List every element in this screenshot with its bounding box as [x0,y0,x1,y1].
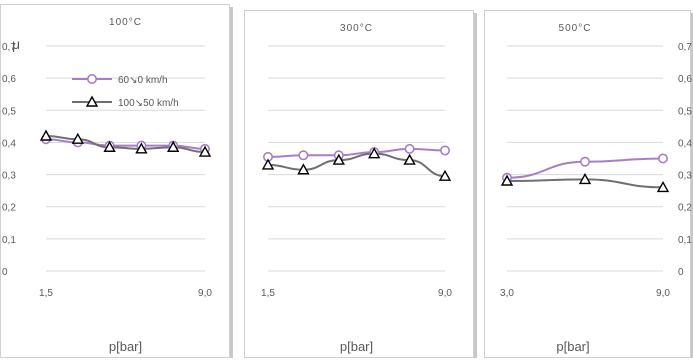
y-tick-label-left: 0,4 [2,138,16,149]
y-tick-label-left: 0,6 [2,74,16,85]
y-tick-label-right: 0,4 [678,138,692,149]
data-point [581,158,589,166]
panel-2: 300°C 1,5 9,0 p[bar] [245,11,478,359]
x-tick-label: 9,0 [656,288,670,299]
x-tick-label: 9,0 [438,288,452,299]
panel-frame [245,11,474,358]
y-tick-label-left: 0,3 [2,171,16,182]
panel-3: 500°C 3,0 9,0 p[bar] [485,11,693,359]
x-tick-label: 3,0 [500,288,514,299]
y-tick-label-left: 0,1 [2,235,16,246]
y-tick-label-right: 0 [678,267,684,278]
y-tick-label-right: 0,2 [678,203,692,214]
legend-label: 100↘50 km/h [118,98,179,109]
data-point [405,145,413,153]
x-axis-label: p[bar] [340,339,373,354]
y-tick-label-left: 0,5 [2,106,16,117]
y-tick-label-right: 0,6 [678,74,692,85]
y-tick-label-right: 0,1 [678,235,692,246]
data-point [441,146,449,154]
legend-marker [88,75,96,83]
panel-title: 100°C [109,17,142,28]
y-tick-label-left: 0 [2,267,8,278]
x-axis-label: p[bar] [109,339,142,354]
x-tick-label: 1,5 [261,288,275,299]
x-tick-label: 9,0 [198,288,212,299]
y-tick-label-right: 0,5 [678,106,692,117]
y-tick-label-right: 0,3 [678,171,692,182]
y-tick-label-left: 0,2 [2,203,16,214]
y-tick-label-left: 0,7 [2,42,16,53]
data-point [299,151,307,159]
legend-label: 60↘0 km/h [118,75,168,86]
x-tick-label: 1,5 [39,288,53,299]
panel-1: 100°C 1,5 9,0 p[bar] [1,5,234,359]
panel-frame [1,5,230,358]
x-axis-label: p[bar] [556,339,589,354]
y-tick-label-right: 0,7 [678,42,692,53]
panel-title: 500°C [559,23,592,34]
panel-title: 300°C [340,23,373,34]
data-point [659,154,667,162]
